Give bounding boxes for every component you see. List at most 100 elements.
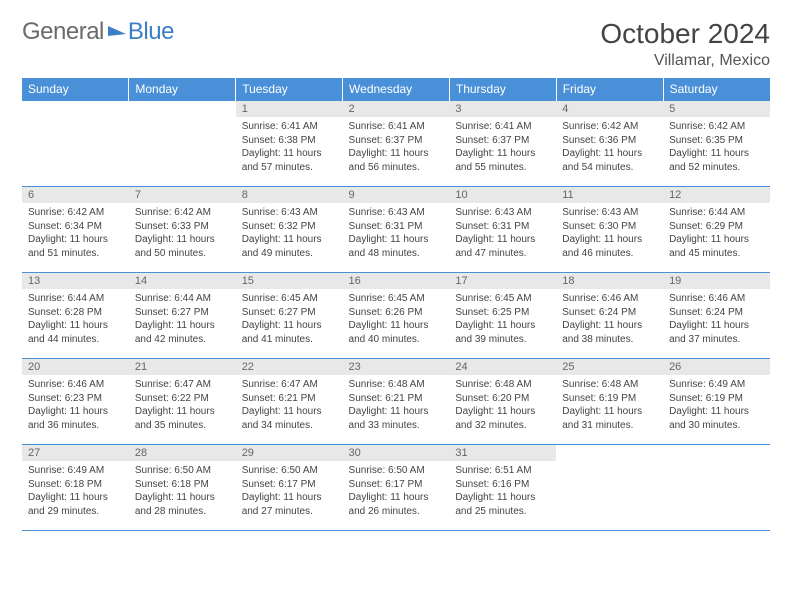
daylight-text: Daylight: 11 hours and 57 minutes.	[242, 147, 337, 174]
calendar-cell: 12Sunrise: 6:44 AMSunset: 6:29 PMDayligh…	[663, 187, 770, 273]
daylight-text: Daylight: 11 hours and 38 minutes.	[562, 319, 657, 346]
day-details: Sunrise: 6:43 AMSunset: 6:30 PMDaylight:…	[556, 203, 663, 264]
sunrise-text: Sunrise: 6:42 AM	[135, 206, 230, 220]
sunrise-text: Sunrise: 6:46 AM	[669, 292, 764, 306]
sunrise-text: Sunrise: 6:41 AM	[455, 120, 550, 134]
sunrise-text: Sunrise: 6:42 AM	[562, 120, 657, 134]
sunrise-text: Sunrise: 6:50 AM	[242, 464, 337, 478]
daylight-text: Daylight: 11 hours and 27 minutes.	[242, 491, 337, 518]
sunset-text: Sunset: 6:37 PM	[349, 134, 444, 148]
calendar-week-row: 20Sunrise: 6:46 AMSunset: 6:23 PMDayligh…	[22, 359, 770, 445]
sunrise-text: Sunrise: 6:43 AM	[562, 206, 657, 220]
daylight-text: Daylight: 11 hours and 55 minutes.	[455, 147, 550, 174]
weekday-header: Wednesday	[343, 78, 450, 101]
sunset-text: Sunset: 6:35 PM	[669, 134, 764, 148]
calendar-cell: 1Sunrise: 6:41 AMSunset: 6:38 PMDaylight…	[236, 101, 343, 187]
calendar-week-row: 13Sunrise: 6:44 AMSunset: 6:28 PMDayligh…	[22, 273, 770, 359]
weekday-header: Monday	[129, 78, 236, 101]
calendar-cell: 28Sunrise: 6:50 AMSunset: 6:18 PMDayligh…	[129, 445, 236, 531]
sunset-text: Sunset: 6:22 PM	[135, 392, 230, 406]
calendar-cell: 21Sunrise: 6:47 AMSunset: 6:22 PMDayligh…	[129, 359, 236, 445]
calendar-week-row: 27Sunrise: 6:49 AMSunset: 6:18 PMDayligh…	[22, 445, 770, 531]
calendar-cell: 29 Sunrise: 6:50 AMSunset: 6:17 PMDayligh…	[236, 445, 343, 531]
calendar-cell	[129, 101, 236, 187]
daylight-text: Daylight: 11 hours and 25 minutes.	[455, 491, 550, 518]
day-number: 19	[663, 273, 770, 289]
sunrise-text: Sunrise: 6:41 AM	[349, 120, 444, 134]
page: General Blue October 2024 Villamar, Mexi…	[0, 0, 792, 541]
sunset-text: Sunset: 6:31 PM	[455, 220, 550, 234]
day-details: Sunrise: 6:45 AMSunset: 6:25 PMDaylight:…	[449, 289, 556, 350]
sunrise-text: Sunrise: 6:41 AM	[242, 120, 337, 134]
sunset-text: Sunset: 6:36 PM	[562, 134, 657, 148]
day-number: 15	[236, 273, 343, 289]
sunset-text: Sunset: 6:31 PM	[349, 220, 444, 234]
daylight-text: Daylight: 11 hours and 40 minutes.	[349, 319, 444, 346]
calendar-cell	[22, 101, 129, 187]
day-details: Sunrise: 6:46 AMSunset: 6:24 PMDaylight:…	[663, 289, 770, 350]
sunrise-text: Sunrise: 6:42 AM	[669, 120, 764, 134]
calendar-table: Sunday Monday Tuesday Wednesday Thursday…	[22, 78, 770, 531]
calendar-cell: 11Sunrise: 6:43 AMSunset: 6:30 PMDayligh…	[556, 187, 663, 273]
logo: General Blue	[22, 18, 174, 46]
calendar-cell: 27Sunrise: 6:49 AMSunset: 6:18 PMDayligh…	[22, 445, 129, 531]
calendar-cell: 31Sunrise: 6:51 AMSunset: 6:16 PMDayligh…	[449, 445, 556, 531]
calendar-cell: 6Sunrise: 6:42 AMSunset: 6:34 PMDaylight…	[22, 187, 129, 273]
daylight-text: Daylight: 11 hours and 32 minutes.	[455, 405, 550, 432]
calendar-cell: 22Sunrise: 6:47 AMSunset: 6:21 PMDayligh…	[236, 359, 343, 445]
sunrise-text: Sunrise: 6:50 AM	[349, 464, 444, 478]
daylight-text: Daylight: 11 hours and 35 minutes.	[135, 405, 230, 432]
sunset-text: Sunset: 6:30 PM	[562, 220, 657, 234]
day-details: Sunrise: 6:49 AMSunset: 6:18 PMDaylight:…	[22, 461, 129, 522]
sunset-text: Sunset: 6:17 PM	[242, 478, 337, 492]
sunrise-text: Sunrise: 6:48 AM	[455, 378, 550, 392]
logo-triangle-icon	[108, 24, 126, 36]
day-details: Sunrise: 6:42 AMSunset: 6:36 PMDaylight:…	[556, 117, 663, 178]
sunset-text: Sunset: 6:26 PM	[349, 306, 444, 320]
weekday-header: Sunday	[22, 78, 129, 101]
logo-text-blue: Blue	[128, 18, 174, 46]
calendar-cell: 30Sunrise: 6:50 AMSunset: 6:17 PMDayligh…	[343, 445, 450, 531]
title-block: October 2024 Villamar, Mexico	[600, 18, 770, 70]
day-details: Sunrise: 6:42 AMSunset: 6:34 PMDaylight:…	[22, 203, 129, 264]
day-number: 9	[343, 187, 450, 203]
daylight-text: Daylight: 11 hours and 37 minutes.	[669, 319, 764, 346]
daylight-text: Daylight: 11 hours and 31 minutes.	[562, 405, 657, 432]
day-number: 6	[22, 187, 129, 203]
day-number: 25	[556, 359, 663, 375]
daylight-text: Daylight: 11 hours and 29 minutes.	[28, 491, 123, 518]
daylight-text: Daylight: 11 hours and 54 minutes.	[562, 147, 657, 174]
daylight-text: Daylight: 11 hours and 36 minutes.	[28, 405, 123, 432]
day-details: Sunrise: 6:41 AMSunset: 6:37 PMDaylight:…	[343, 117, 450, 178]
sunrise-text: Sunrise: 6:51 AM	[455, 464, 550, 478]
daylight-text: Daylight: 11 hours and 30 minutes.	[669, 405, 764, 432]
sunrise-text: Sunrise: 6:44 AM	[669, 206, 764, 220]
sunrise-text: Sunrise: 6:44 AM	[28, 292, 123, 306]
day-number: 20	[22, 359, 129, 375]
calendar-cell: 26Sunrise: 6:49 AMSunset: 6:19 PMDayligh…	[663, 359, 770, 445]
calendar-cell: 4Sunrise: 6:42 AMSunset: 6:36 PMDaylight…	[556, 101, 663, 187]
calendar-cell	[556, 445, 663, 531]
sunset-text: Sunset: 6:20 PM	[455, 392, 550, 406]
sunset-text: Sunset: 6:21 PM	[242, 392, 337, 406]
sunrise-text: Sunrise: 6:43 AM	[242, 206, 337, 220]
calendar-cell: 16Sunrise: 6:45 AMSunset: 6:26 PMDayligh…	[343, 273, 450, 359]
day-number: 8	[236, 187, 343, 203]
daylight-text: Daylight: 11 hours and 50 minutes.	[135, 233, 230, 260]
sunrise-text: Sunrise: 6:48 AM	[349, 378, 444, 392]
day-number: 7	[129, 187, 236, 203]
sunrise-text: Sunrise: 6:47 AM	[242, 378, 337, 392]
day-number: 1	[236, 101, 343, 117]
day-number: 10	[449, 187, 556, 203]
day-number: 29	[236, 445, 343, 461]
day-number: 11	[556, 187, 663, 203]
day-number: 30	[343, 445, 450, 461]
sunset-text: Sunset: 6:28 PM	[28, 306, 123, 320]
calendar-cell: 2Sunrise: 6:41 AMSunset: 6:37 PMDaylight…	[343, 101, 450, 187]
day-number: 24	[449, 359, 556, 375]
daylight-text: Daylight: 11 hours and 42 minutes.	[135, 319, 230, 346]
day-number: 16	[343, 273, 450, 289]
month-title: October 2024	[600, 18, 770, 50]
day-number: 3	[449, 101, 556, 117]
day-details: Sunrise: 6:47 AMSunset: 6:21 PMDaylight:…	[236, 375, 343, 436]
